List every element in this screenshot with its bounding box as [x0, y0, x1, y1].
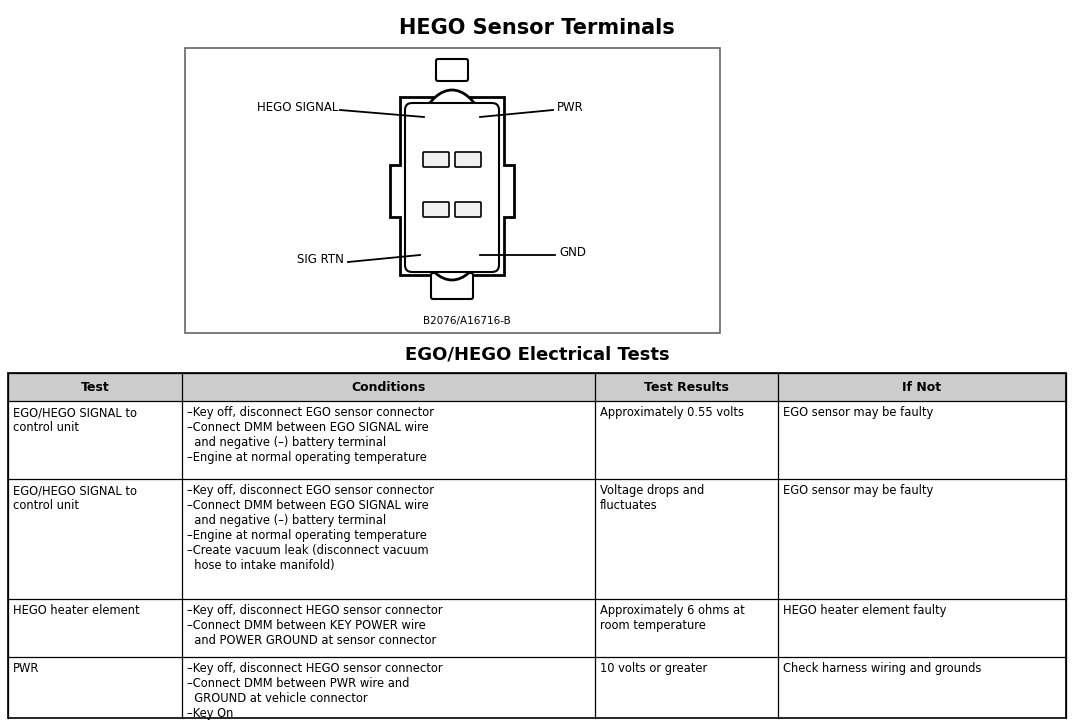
Text: –Key off, disconnect HEGO sensor connector
–Connect DMM between KEY POWER wire
 : –Key off, disconnect HEGO sensor connect…: [187, 604, 442, 647]
Text: Conditions: Conditions: [351, 381, 425, 394]
FancyBboxPatch shape: [455, 152, 481, 167]
Text: –Key off, disconnect EGO sensor connector
–Connect DMM between EGO SIGNAL wire
 : –Key off, disconnect EGO sensor connecto…: [187, 484, 434, 572]
Text: B2076/A16716-B: B2076/A16716-B: [423, 316, 511, 326]
Text: Test: Test: [81, 381, 110, 394]
Text: HEGO Sensor Terminals: HEGO Sensor Terminals: [400, 18, 674, 38]
FancyBboxPatch shape: [423, 152, 449, 167]
Bar: [185, 48, 720, 333]
Polygon shape: [390, 97, 514, 275]
FancyBboxPatch shape: [455, 202, 481, 217]
FancyBboxPatch shape: [436, 59, 468, 81]
Text: 10 volts or greater: 10 volts or greater: [600, 662, 708, 675]
Text: If Not: If Not: [902, 381, 942, 394]
Text: –Key off, disconnect EGO sensor connector
–Connect DMM between EGO SIGNAL wire
 : –Key off, disconnect EGO sensor connecto…: [187, 406, 434, 464]
Bar: [8, 373, 1066, 718]
Text: Voltage drops and
fluctuates: Voltage drops and fluctuates: [600, 484, 705, 512]
Text: Approximately 0.55 volts: Approximately 0.55 volts: [600, 406, 744, 419]
Text: –Key off, disconnect HEGO sensor connector
–Connect DMM between PWR wire and
  G: –Key off, disconnect HEGO sensor connect…: [187, 662, 442, 720]
Bar: [8, 373, 1066, 401]
FancyBboxPatch shape: [423, 202, 449, 217]
Text: GND: GND: [558, 246, 586, 259]
FancyBboxPatch shape: [405, 103, 499, 272]
Text: HEGO heater element: HEGO heater element: [13, 604, 140, 617]
Text: Test Results: Test Results: [644, 381, 729, 394]
Text: SIG RTN: SIG RTN: [297, 252, 344, 265]
Text: Check harness wiring and grounds: Check harness wiring and grounds: [783, 662, 982, 675]
Text: EGO/HEGO SIGNAL to
control unit: EGO/HEGO SIGNAL to control unit: [13, 406, 137, 434]
Text: HEGO heater element faulty: HEGO heater element faulty: [783, 604, 946, 617]
Text: PWR: PWR: [13, 662, 40, 675]
Ellipse shape: [408, 90, 496, 280]
FancyBboxPatch shape: [431, 273, 473, 299]
Text: EGO sensor may be faulty: EGO sensor may be faulty: [783, 406, 933, 419]
Text: EGO/HEGO Electrical Tests: EGO/HEGO Electrical Tests: [405, 345, 669, 363]
Text: EGO/HEGO SIGNAL to
control unit: EGO/HEGO SIGNAL to control unit: [13, 484, 137, 512]
Text: EGO sensor may be faulty: EGO sensor may be faulty: [783, 484, 933, 497]
Text: HEGO SIGNAL: HEGO SIGNAL: [257, 101, 338, 114]
Text: PWR: PWR: [557, 101, 584, 114]
Text: Approximately 6 ohms at
room temperature: Approximately 6 ohms at room temperature: [600, 604, 744, 632]
